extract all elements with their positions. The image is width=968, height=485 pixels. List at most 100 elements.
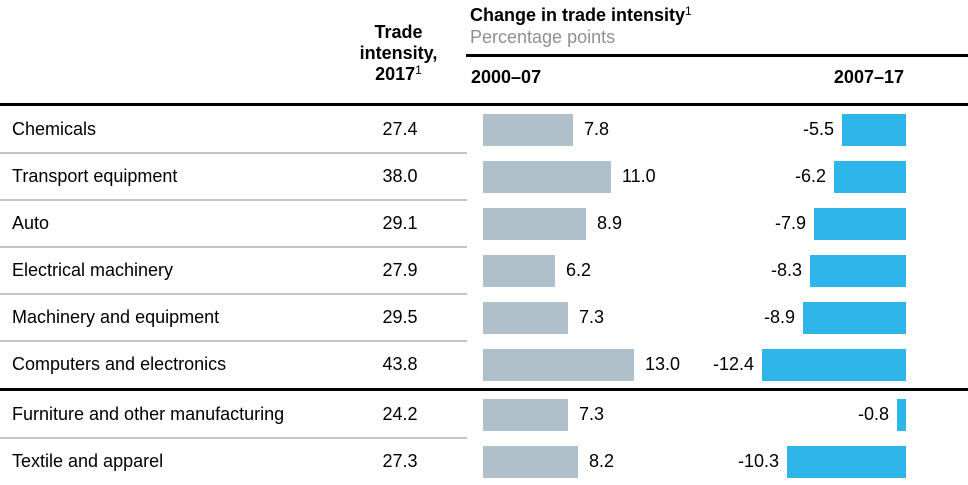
change-2000-07-group: 13.0 xyxy=(483,348,681,381)
group-title: Change in trade intensity xyxy=(470,5,686,25)
change-value-2000-07: 8.9 xyxy=(597,213,623,233)
change-value-2007-17: -6.2 xyxy=(794,166,826,186)
change-value-2000-07: 6.2 xyxy=(566,260,592,280)
change-2007-17-group: -8.9 xyxy=(763,301,906,334)
change-bar-2000-07 xyxy=(483,113,573,146)
trade-intensity-value: 27.4 xyxy=(382,119,418,139)
change-bar-2000-07 xyxy=(483,445,578,478)
header: Trade intensity, 20171 Change in trade i… xyxy=(0,0,968,103)
sector-name: Chemicals xyxy=(12,119,97,139)
change-value-2007-17: -12.4 xyxy=(712,354,754,374)
change-2000-07-group: 7.8 xyxy=(483,113,610,146)
change-in-trade-intensity-header: Change in trade intensity1 Percentage po… xyxy=(470,4,692,48)
change-value-2000-07: 7.8 xyxy=(584,119,610,139)
change-value-2000-07: 7.3 xyxy=(579,404,605,424)
trade-intensity-value: 27.9 xyxy=(382,260,418,280)
table-row: Textile and apparel 27.3 8.2 -10.3 xyxy=(0,438,968,485)
change-2007-17-group: -10.3 xyxy=(737,445,906,478)
sector-name: Computers and electronics xyxy=(12,354,227,374)
row-separator xyxy=(0,199,467,201)
change-value-2000-07: 7.3 xyxy=(579,307,605,327)
row-separator xyxy=(0,293,467,295)
change-bar-2000-07 xyxy=(483,160,611,193)
change-bar-2000-07 xyxy=(483,301,568,334)
change-bars: 7.8 -5.5 xyxy=(455,106,968,153)
sector-name: Auto xyxy=(12,213,50,233)
change-bar-2000-07 xyxy=(483,398,568,431)
change-bar-2007-17 xyxy=(897,398,906,431)
change-value-2007-17: -8.3 xyxy=(770,260,802,280)
sector-name: Transport equipment xyxy=(12,166,178,186)
change-2000-07-group: 7.3 xyxy=(483,398,605,431)
change-bars: 8.9 -7.9 xyxy=(455,200,968,247)
trade-col-line-2: intensity, xyxy=(359,43,438,63)
table-row: Chemicals 27.4 7.8 -5.5 xyxy=(0,106,968,154)
percentage-points-subtitle: Percentage points xyxy=(470,27,616,47)
change-2007-17-group: -12.4 xyxy=(712,348,906,381)
change-value-2000-07: 8.2 xyxy=(589,451,615,471)
footnote-marker: 1 xyxy=(415,63,422,77)
change-bar-2000-07 xyxy=(483,207,586,240)
row-separator xyxy=(0,437,467,439)
change-bar-2007-17 xyxy=(814,207,906,240)
change-bar-2000-07 xyxy=(483,348,634,381)
sector-name: Electrical machinery xyxy=(12,260,174,280)
row-separator xyxy=(0,340,467,342)
change-bars: 7.3 -0.8 xyxy=(455,391,968,438)
change-2000-07-group: 8.9 xyxy=(483,207,623,240)
trade-intensity-value: 38.0 xyxy=(382,166,418,186)
rows: Chemicals 27.4 7.8 -5.5 Transport equipm… xyxy=(0,103,968,485)
change-bar-2007-17 xyxy=(834,160,906,193)
trade-intensity-column-header: Trade intensity, 20171 xyxy=(330,22,467,85)
period-2000-07-header: 2000–07 xyxy=(471,67,542,87)
trade-intensity-value: 29.1 xyxy=(382,213,418,233)
change-2000-07-group: 11.0 xyxy=(483,160,656,193)
change-value-2007-17: -10.3 xyxy=(737,451,779,471)
change-bars: 13.0 -12.4 xyxy=(455,341,968,388)
change-2007-17-group: -0.8 xyxy=(858,398,906,431)
change-2007-17-group: -8.3 xyxy=(770,254,906,287)
change-bar-2007-17 xyxy=(810,254,906,287)
trade-intensity-value: 27.3 xyxy=(382,451,418,471)
table-row: Auto 29.1 8.9 -7.9 xyxy=(0,200,968,248)
footnote-marker: 1 xyxy=(685,4,692,18)
change-bar-2007-17 xyxy=(787,445,906,478)
sector-name: Textile and apparel xyxy=(12,451,164,471)
row-separator xyxy=(0,246,467,248)
table-row: Computers and electronics 43.8 13.0 -12.… xyxy=(0,341,968,388)
change-bar-2000-07 xyxy=(483,254,555,287)
change-value-2007-17: -7.9 xyxy=(774,213,806,233)
trade-intensity-value: 29.5 xyxy=(382,307,418,327)
change-bar-2007-17 xyxy=(842,113,906,146)
change-2000-07-group: 7.3 xyxy=(483,301,605,334)
change-2007-17-group: -5.5 xyxy=(802,113,906,146)
change-2007-17-group: -6.2 xyxy=(794,160,906,193)
table-row: Electrical machinery 27.9 6.2 -8.3 xyxy=(0,247,968,295)
table-row: Transport equipment 38.0 11.0 -6.2 xyxy=(0,153,968,201)
section-divider xyxy=(0,388,968,391)
change-2000-07-group: 8.2 xyxy=(483,445,615,478)
table-row: Furniture and other manufacturing 24.2 7… xyxy=(0,391,968,439)
change-bar-2007-17 xyxy=(762,348,906,381)
change-bars: 8.2 -10.3 xyxy=(455,438,968,485)
sector-name: Furniture and other manufacturing xyxy=(12,404,285,424)
table-row: Machinery and equipment 29.5 7.3 -8.9 xyxy=(0,294,968,342)
change-bars: 6.2 -8.3 xyxy=(455,247,968,294)
change-bars: 7.3 -8.9 xyxy=(455,294,968,341)
change-value-2000-07: 11.0 xyxy=(622,166,656,186)
trade-col-line-1: Trade xyxy=(374,22,423,42)
header-rule xyxy=(466,54,968,57)
trade-intensity-value: 43.8 xyxy=(382,354,418,374)
change-value-2000-07: 13.0 xyxy=(645,354,681,374)
trade-intensity-value: 24.2 xyxy=(382,404,418,424)
sector-name: Machinery and equipment xyxy=(12,307,220,327)
change-bars: 11.0 -6.2 xyxy=(455,153,968,200)
period-2007-17-header: 2007–17 xyxy=(833,67,904,87)
row-separator xyxy=(0,152,467,154)
change-2000-07-group: 6.2 xyxy=(483,254,592,287)
change-bar-2007-17 xyxy=(803,301,906,334)
change-value-2007-17: -8.9 xyxy=(763,307,795,327)
change-2007-17-group: -7.9 xyxy=(774,207,906,240)
change-value-2007-17: -5.5 xyxy=(802,119,834,139)
